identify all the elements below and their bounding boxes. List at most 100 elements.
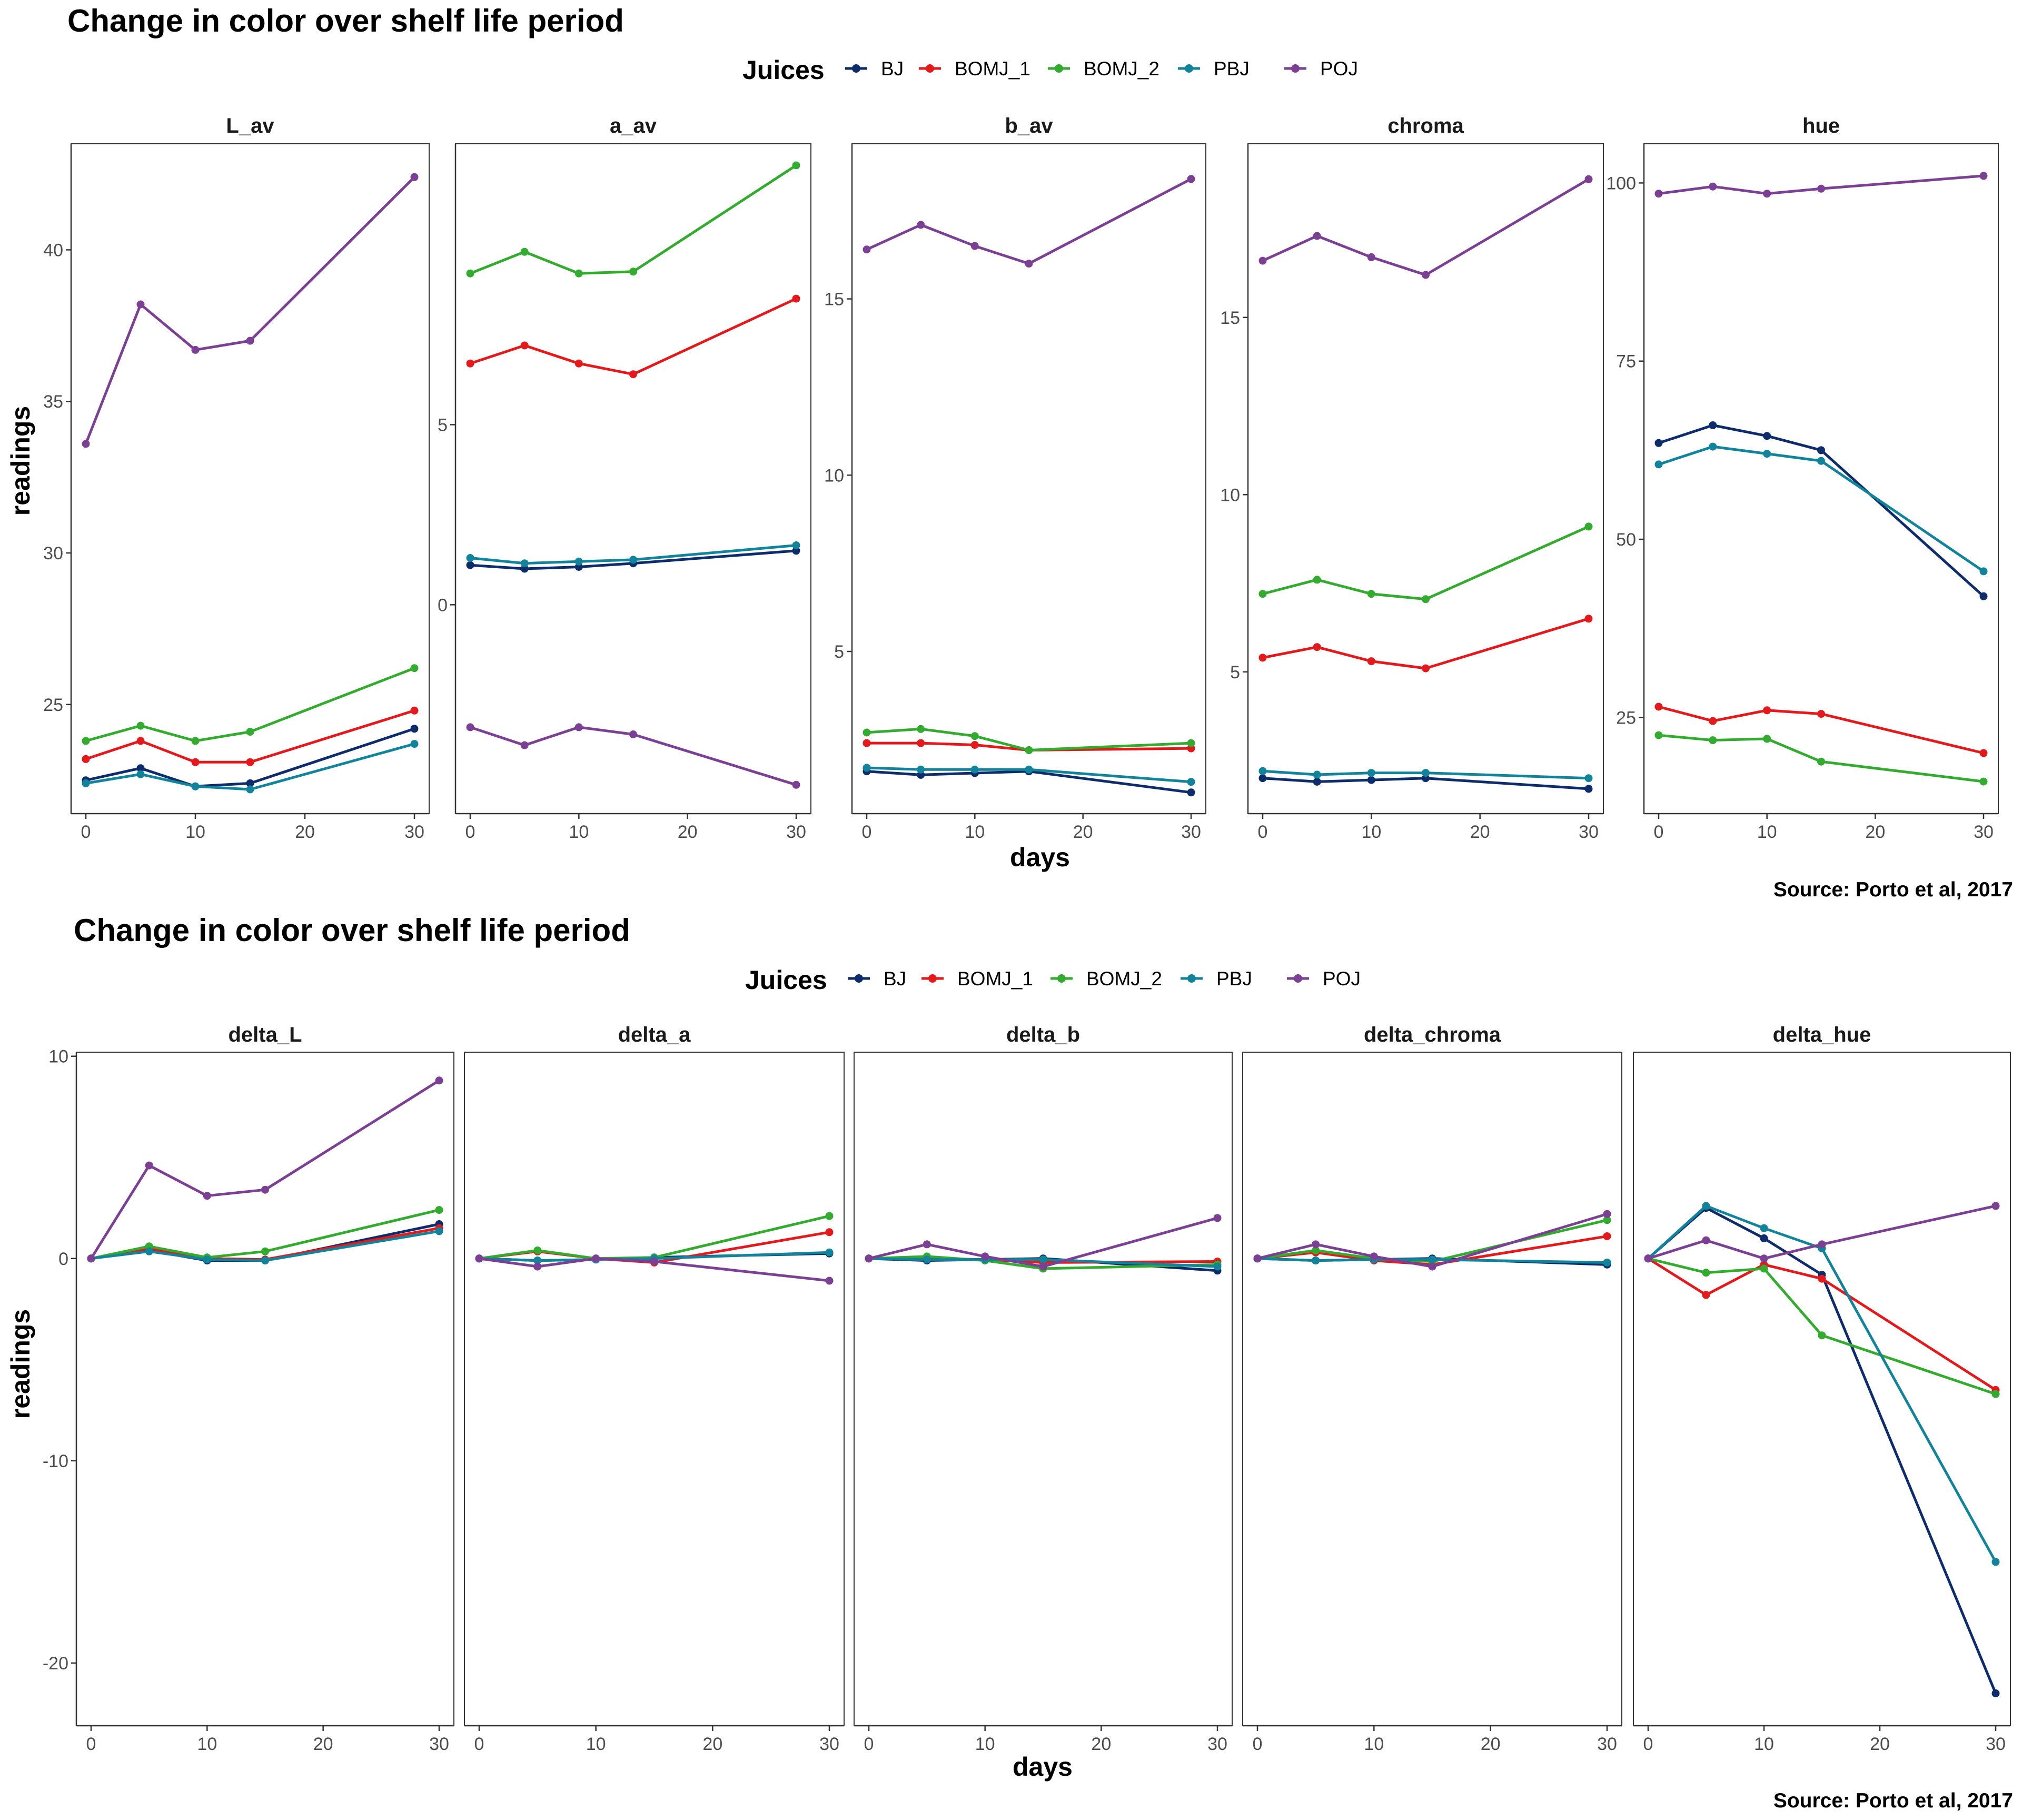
figure-1-point-b-av-bomj-2-day-15 (1025, 746, 1033, 754)
figure-1-point-chroma-bomj-2-day-0 (1258, 590, 1267, 598)
figure-1-point-hue-bj-day-0 (1654, 439, 1663, 447)
figure-1-point-a-av-bomj-2-day-10 (574, 269, 583, 278)
figure-2-point-delta-a-bomj-2-day-30 (825, 1212, 834, 1220)
figure-1-series-a-av-bj (466, 547, 800, 573)
figure-1-point-hue-bj-day-30 (1979, 592, 1988, 600)
figure-1-point-b-av-pbj-day-15 (1025, 765, 1033, 774)
figure-1-x-tick-label-chroma-0: 0 (1258, 822, 1268, 842)
figure-1-x-tick-label-l-av-10: 10 (185, 822, 205, 842)
figure-2-point-delta-l-poj-day-5 (145, 1161, 153, 1170)
figure-1-strip-label-l-av: L_av (226, 114, 274, 137)
figure-1-point-l-av-bj-day-15 (246, 779, 254, 787)
figure-1-y-tick-label-hue-75: 75 (1616, 352, 1636, 372)
figure-2-series-line-delta-l-poj (90, 1079, 440, 1260)
figure-1-point-l-av-bomj-2-day-10 (191, 737, 200, 745)
figure-2-x-tick-label-delta-hue-30: 30 (1986, 1734, 2006, 1754)
figure-1-panel-b-av: b_av 5 10 15 0 10 20 30 (824, 114, 1206, 842)
figure-1-point-b-av-poj-day-10 (970, 242, 979, 250)
figure-1-point-chroma-bomj-1-day-10 (1367, 657, 1375, 666)
figure-1-point-hue-bomj-1-day-5 (1709, 717, 1717, 725)
figure-1-point-a-av-poj-day-10 (574, 723, 583, 731)
figure-2-point-delta-hue-bomj-1-day-5 (1702, 1291, 1710, 1299)
figure-1-point-l-av-poj-day-5 (136, 300, 145, 309)
figure-1-x-tick-label-hue-0: 0 (1654, 822, 1664, 842)
figure-1-x-tick-label-chroma-10: 10 (1361, 822, 1381, 842)
figure-1-panel-border-a-av (455, 143, 811, 814)
figure-2-legend-item-bj: BJ (848, 968, 906, 990)
figure-1-series-hue-poj (1654, 172, 1988, 198)
figure-1-y-axis-title: readings (6, 406, 35, 516)
figure-1-point-a-av-bj-day-0 (466, 561, 474, 569)
figure-2-y-axis-title: readings (6, 1309, 35, 1419)
figure-1-series-hue-pbj (1654, 442, 1988, 576)
figure-1-point-a-av-bomj-1-day-10 (574, 359, 583, 368)
figure-1-series-a-av-bomj-1 (466, 294, 800, 379)
figure-2-title: Change in color over shelf life period (74, 913, 630, 948)
figure-1-point-chroma-bj-day-30 (1584, 785, 1593, 793)
figure-1-point-hue-poj-day-30 (1979, 172, 1988, 180)
figure-1-point-hue-bomj-2-day-0 (1654, 731, 1663, 739)
figure-1-x-tick-label-a-av-30: 30 (786, 822, 806, 842)
figure-1-point-chroma-bj-day-5 (1313, 777, 1321, 786)
figure-2-point-delta-hue-pbj-day-5 (1702, 1202, 1710, 1210)
figure-1-point-a-av-bomj-1-day-15 (629, 370, 637, 379)
figure-1-point-chroma-bomj-2-day-5 (1313, 576, 1321, 584)
figure-2-point-delta-l-poj-day-10 (203, 1192, 211, 1200)
figure-2-legend-label-bomj-2: BOMJ_2 (1086, 968, 1162, 990)
figure-1-point-a-av-poj-day-0 (466, 723, 474, 731)
figure-2-legend-title: Juices (745, 965, 827, 995)
figure-1-point-b-av-bomj-2-day-5 (917, 725, 925, 733)
figure-1-strip-label-a-av: a_av (610, 114, 657, 137)
figure-1-point-a-av-bomj-2-day-15 (629, 268, 637, 276)
figure-2-x-tick-label-delta-chroma-20: 20 (1481, 1734, 1501, 1754)
figure-1-point-chroma-poj-day-5 (1313, 232, 1321, 240)
figure-1-point-b-av-bomj-2-day-30 (1187, 739, 1195, 747)
figure-1-point-a-av-bj-day-30 (792, 547, 800, 555)
figure-1-series-chroma-bj (1258, 774, 1593, 793)
figure-1-x-tick-label-l-av-0: 0 (81, 822, 91, 842)
figure-1-point-l-av-bomj-1-day-5 (136, 737, 145, 745)
figure-2-x-tick-label-delta-b-20: 20 (1091, 1734, 1111, 1754)
figure-1-point-b-av-pbj-day-10 (970, 765, 979, 774)
figure-1-point-hue-bj-day-5 (1709, 421, 1717, 429)
figure-1-point-b-av-poj-day-30 (1187, 175, 1195, 183)
figure-1-point-chroma-bomj-2-day-30 (1584, 522, 1593, 531)
figure-1-point-chroma-pbj-day-30 (1584, 774, 1593, 783)
figure-1-series-line-chroma-poj (1262, 178, 1590, 276)
figure-1-point-b-av-poj-day-15 (1025, 260, 1033, 268)
figure-1-y-tick-label-chroma-10: 10 (1220, 485, 1240, 505)
figure-2-caption: Source: Porto et al, 2017 (1773, 1789, 2013, 1812)
figure-1-x-tick-label-b-av-30: 30 (1181, 822, 1201, 842)
figure-2-panel-delta-hue: delta_hue 0 10 20 30 (1633, 1023, 2011, 1754)
figure-2-panel-delta-chroma: delta_chroma 0 10 20 30 (1242, 1023, 1622, 1754)
figure-1-point-b-av-bomj-1-day-10 (970, 741, 979, 749)
figure-1-legend-label-bj: BJ (881, 58, 904, 80)
figure-1-legend-item-poj: POJ (1284, 58, 1358, 80)
figure-1-series-chroma-bomj-2 (1258, 522, 1593, 604)
figure-2-point-delta-b-pbj-day-15 (1039, 1255, 1047, 1264)
figure-2-point-delta-hue-bj-day-30 (1991, 1689, 2000, 1697)
figure-1-point-a-av-pbj-day-30 (792, 541, 800, 549)
figure-2-series-delta-chroma-poj (1253, 1210, 1611, 1271)
figure-1-series-line-chroma-bomj-1 (1262, 617, 1589, 670)
figure-2-series-delta-a-poj (475, 1254, 834, 1285)
figure-2-point-delta-l-poj-day-30 (435, 1076, 443, 1085)
figure-1-point-l-av-poj-day-10 (191, 345, 200, 354)
figure-2-point-delta-b-pbj-day-5 (923, 1255, 931, 1264)
figure-1-point-l-av-pbj-day-10 (191, 782, 200, 790)
figure-1-legend-item-bomj-2: BOMJ_2 (1048, 58, 1159, 80)
figure-2-point-delta-l-bomj-2-day-30 (435, 1206, 443, 1214)
figure-2-legend: BJ BOMJ_1 BOMJ_2 PBJ POJ (848, 968, 1361, 990)
figure-2-point-delta-chroma-bomj-2-day-30 (1603, 1216, 1611, 1224)
figure-2-series-delta-b-poj (865, 1214, 1222, 1271)
figure-2-legend-item-bomj-2: BOMJ_2 (1050, 968, 1162, 990)
figure-1-point-a-av-bomj-1-day-0 (466, 359, 474, 368)
figure-2-series-line-delta-hue-pbj (1647, 1204, 1997, 1563)
figure-1-point-chroma-pbj-day-15 (1422, 769, 1430, 777)
figure-2-legend-label-pbj: PBJ (1216, 968, 1252, 990)
figure-2-x-tick-label-delta-l-20: 20 (313, 1734, 333, 1754)
figure-1-point-chroma-bomj-2-day-10 (1367, 590, 1375, 598)
figure-1-legend-key-point-poj (1291, 64, 1300, 73)
